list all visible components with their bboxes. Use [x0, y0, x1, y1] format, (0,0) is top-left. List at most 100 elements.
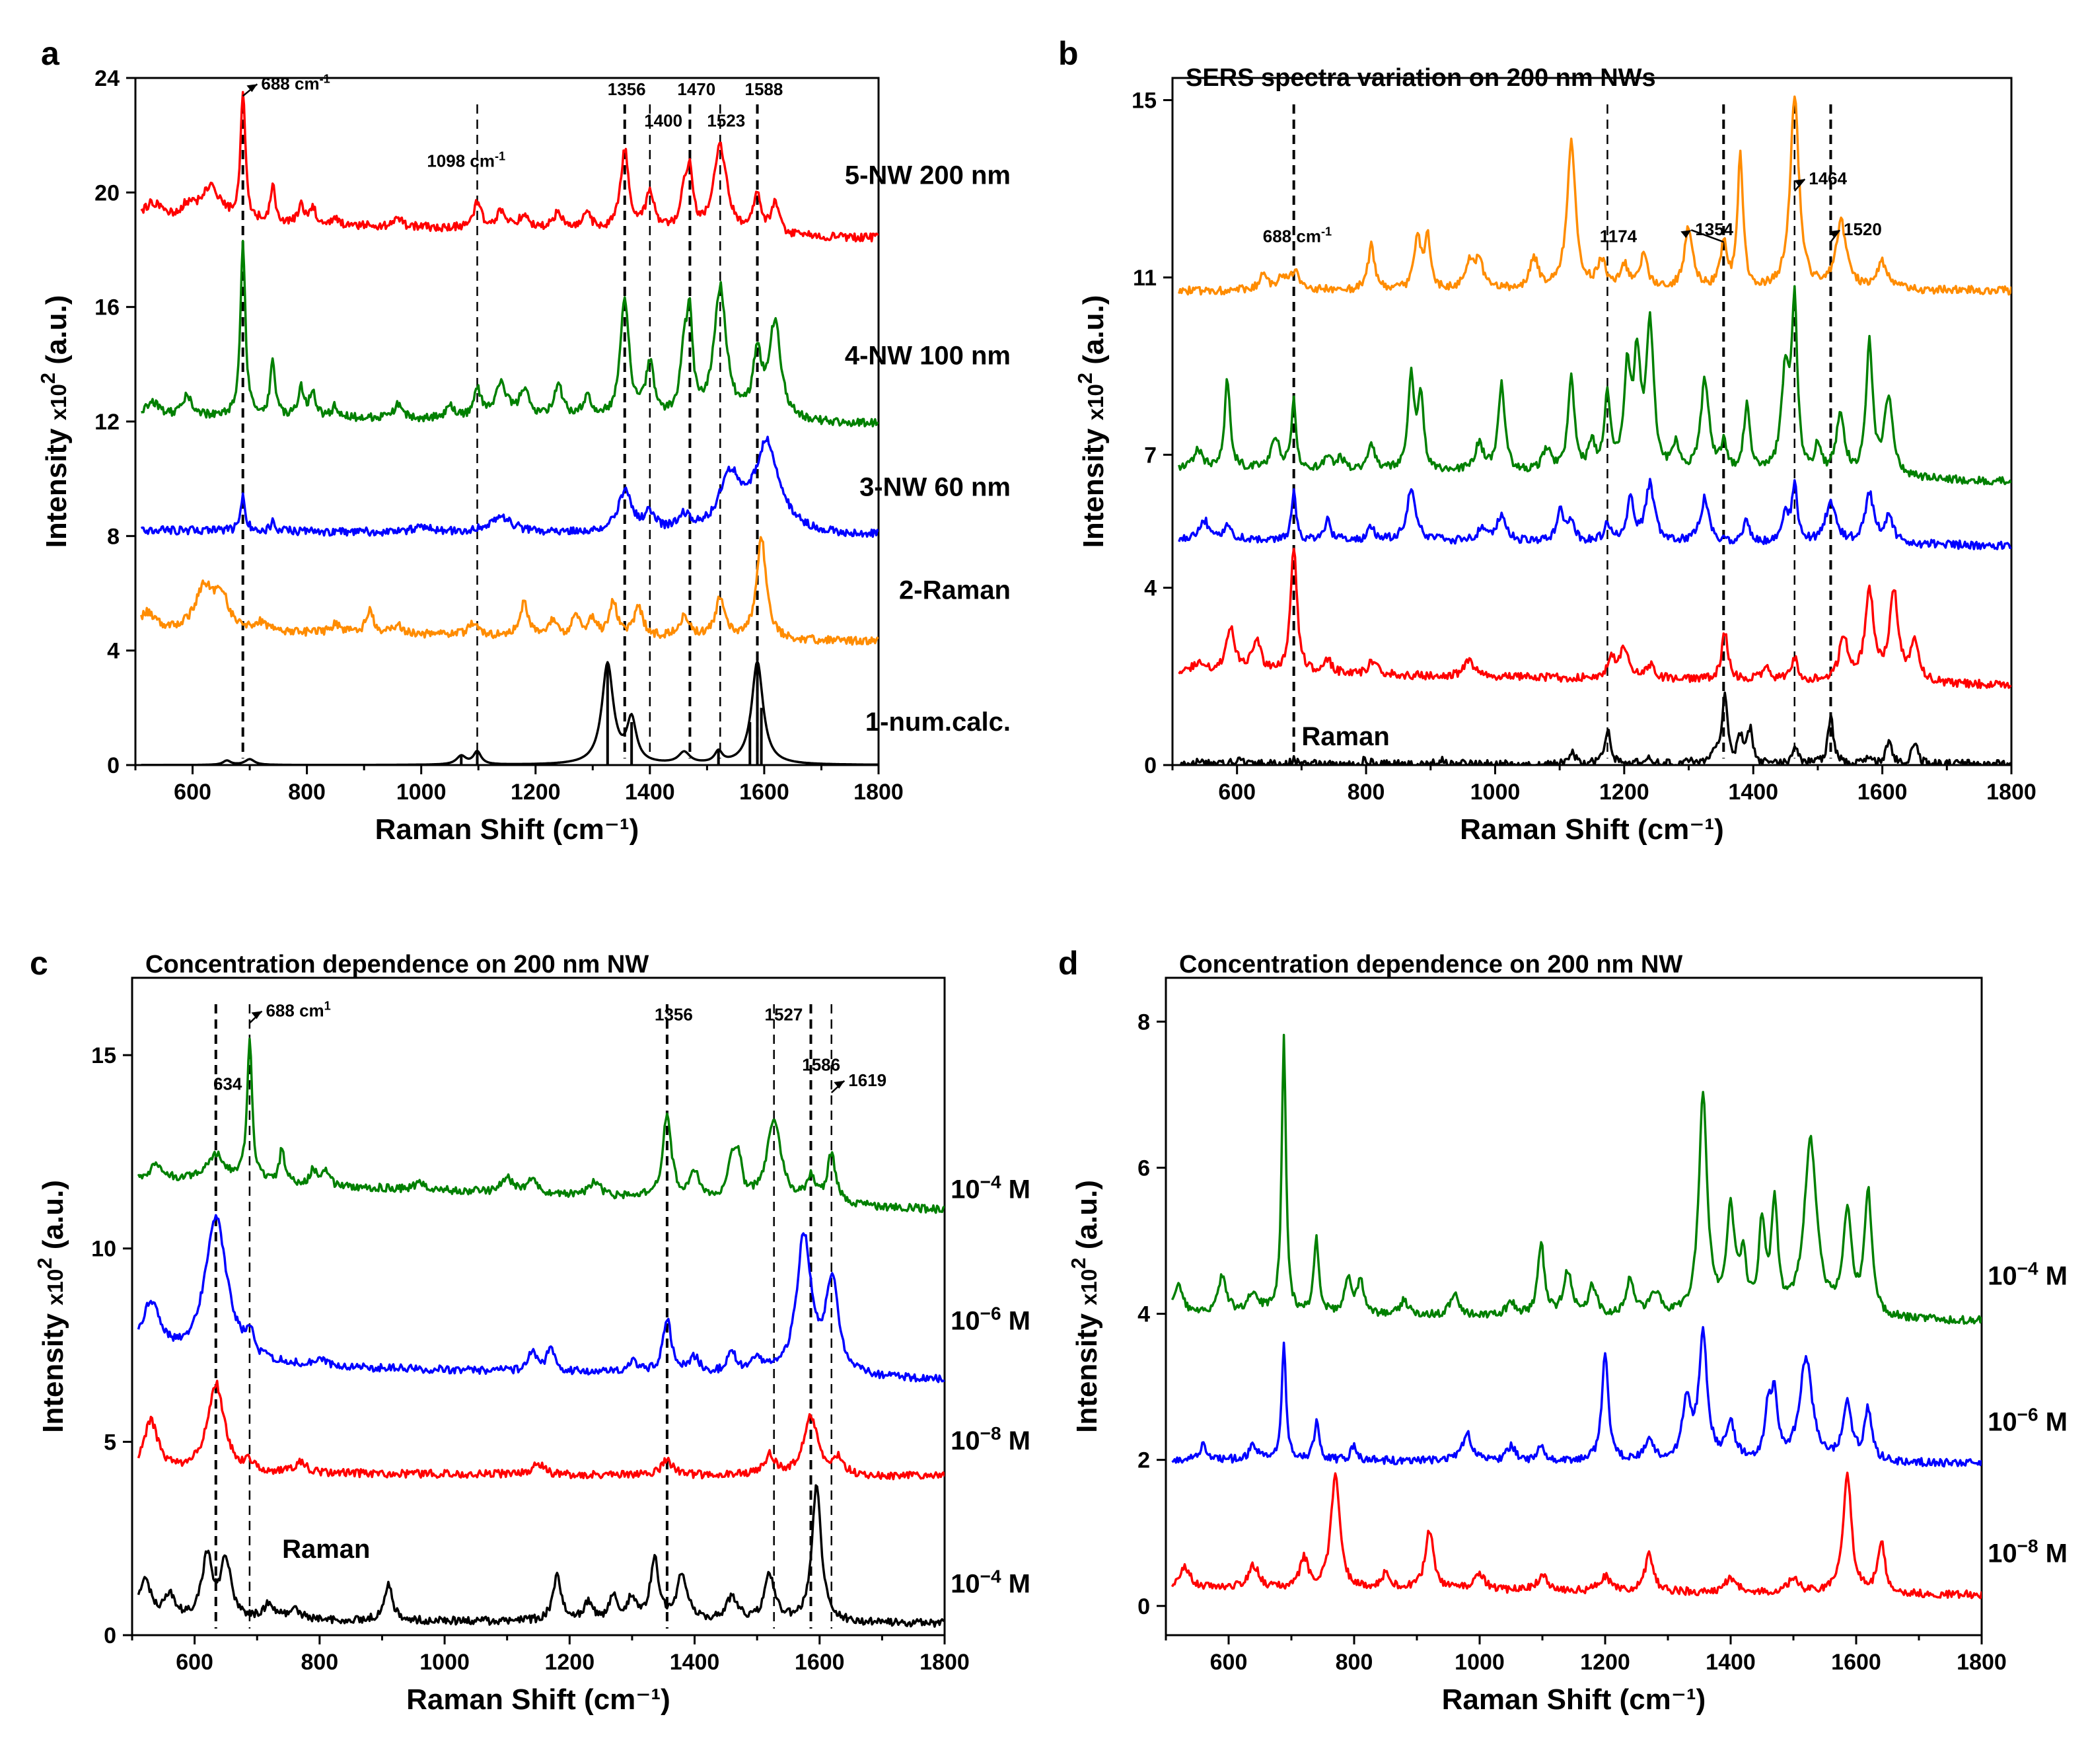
raman-label: Raman: [282, 1535, 370, 1564]
peak-annotation: 634: [213, 1074, 242, 1094]
series-label: 4-NW 100 nm: [845, 341, 1011, 370]
x-tick-label: 1200: [544, 1650, 595, 1675]
x-tick-label: 1800: [1957, 1650, 2007, 1675]
y-tick-label: 15: [1132, 89, 1157, 114]
y-tick-label: 5: [104, 1430, 116, 1455]
peak-annotation: 1356: [655, 1004, 693, 1024]
peak-annotation: 688 cm1: [266, 1000, 330, 1021]
chart-panel-c: c Concentration dependence on 200 nm NW 60…: [30, 945, 1030, 1716]
x-axis-title: Raman Shift (cm⁻¹): [406, 1683, 670, 1716]
x-tick-label: 600: [1210, 1650, 1248, 1675]
spectrum-line: [1171, 1326, 1982, 1468]
spectrum-line: [141, 660, 879, 765]
series-label: 10−8 M: [951, 1423, 1030, 1456]
x-tick-label: 1600: [739, 780, 789, 805]
spectrum-line: [140, 536, 879, 646]
x-tick-label: 800: [301, 1650, 338, 1675]
y-tick-label: 2: [1137, 1448, 1150, 1473]
x-tick-label: 1000: [396, 780, 447, 805]
x-tick-label: 1600: [795, 1650, 845, 1675]
x-tick-label: 1200: [1599, 780, 1649, 805]
x-tick-label: 1200: [511, 780, 561, 805]
y-tick-label: 0: [1144, 753, 1157, 778]
annotation-arrowhead: [1829, 230, 1840, 239]
y-tick-label: 15: [91, 1043, 116, 1068]
series-label: 1-num.calc.: [865, 708, 1011, 737]
spectrum-line: [137, 1484, 945, 1628]
peak-annotation: 1527: [765, 1004, 803, 1024]
annotation-arrowhead: [251, 1011, 262, 1019]
x-tick-label: 1000: [419, 1650, 470, 1675]
y-tick-label: 10: [91, 1237, 116, 1262]
series-label: 10−8 M: [1988, 1535, 2068, 1568]
y-tick-label: 16: [94, 295, 120, 320]
spectrum-line: [1178, 285, 2011, 486]
x-tick-label: 800: [1348, 780, 1385, 805]
peak-annotation: 1470: [677, 79, 715, 99]
y-tick-label: 12: [94, 410, 120, 435]
x-tick-label: 1000: [1455, 1650, 1505, 1675]
series-label: 10−4 M: [1988, 1258, 2068, 1291]
spectrum-line: [137, 1037, 945, 1214]
annotation-arrowhead: [246, 84, 258, 92]
y-tick-label: 6: [1137, 1156, 1150, 1181]
chart-panel-d: d Concentration dependence on 200 nm NW60…: [1058, 945, 2068, 1716]
annotation-arrowhead: [834, 1080, 845, 1089]
spectrum-line: [137, 1214, 945, 1383]
series-label: 2-Raman: [899, 576, 1011, 605]
peak-annotation: 1098 cm-1: [427, 149, 505, 170]
x-tick-label: 1400: [1706, 1650, 1756, 1675]
x-tick-label: 1200: [1580, 1650, 1630, 1675]
spectrum-line: [140, 91, 879, 242]
x-tick-label: 600: [176, 1650, 213, 1675]
peak-annotation: 1174: [1600, 226, 1638, 246]
panel-title-d: Concentration dependence on 200 nm NW: [1179, 951, 1682, 978]
x-tick-label: 1600: [1831, 1650, 1881, 1675]
x-tick-label: 1600: [1857, 780, 1908, 805]
x-tick-label: 1400: [1728, 780, 1778, 805]
peak-annotation: 688 cm-1: [261, 72, 330, 93]
spectrum-line: [140, 435, 879, 538]
peak-annotation: 1400: [644, 111, 682, 131]
y-axis-title: Intensity x102 (a.u.): [1067, 1180, 1104, 1433]
x-axis-title: Raman Shift (cm⁻¹): [1460, 813, 1724, 846]
y-tick-label: 8: [1137, 1010, 1150, 1035]
y-tick-label: 7: [1144, 443, 1157, 468]
panel-letter-a: a: [41, 35, 60, 72]
y-tick-label: 8: [107, 524, 120, 549]
peak-annotation: 1464: [1809, 168, 1847, 188]
y-tick-label: 0: [107, 753, 120, 778]
x-tick-label: 1800: [853, 780, 904, 805]
y-tick-label: 0: [1137, 1594, 1150, 1619]
y-axis-title: Intensity x102 (a.u.): [36, 295, 73, 548]
annotation-arrow: [1690, 229, 1724, 243]
y-tick-label: 0: [104, 1623, 116, 1648]
y-tick-label: 11: [1133, 266, 1157, 291]
y-axis-title: Intensity x102 (a.u.): [33, 1180, 70, 1433]
spectrum-line: [1178, 95, 2011, 296]
peak-annotation: 1354: [1695, 219, 1733, 239]
x-tick-label: 1800: [1986, 780, 2036, 805]
x-axis-title: Raman Shift (cm⁻¹): [1442, 1683, 1706, 1716]
series-label: 10−4 M: [951, 1171, 1030, 1204]
x-axis-title: Raman Shift (cm⁻¹): [375, 813, 639, 846]
annotation-arrowhead: [1794, 179, 1805, 188]
panel-letter-b: b: [1058, 35, 1079, 72]
y-tick-label: 20: [94, 180, 120, 205]
panel-letter-d: d: [1058, 945, 1079, 982]
x-tick-label: 600: [174, 780, 211, 805]
spectrum-line: [141, 239, 879, 427]
series-label: 3-NW 60 nm: [859, 473, 1011, 502]
chart-panel-a: a 600 800 1000 1200 1400 1600 1800 0 4 8 12 16 20 24 Ra…: [36, 35, 1011, 846]
panel-letter-c: c: [30, 945, 48, 982]
spectrum-line: [1179, 691, 2011, 765]
x-tick-label: 1400: [625, 780, 675, 805]
peak-annotation: 1523: [707, 111, 745, 131]
plot-frame: [1171, 77, 2013, 766]
series-label: Raman: [1301, 722, 1389, 751]
peak-annotation: 1619: [848, 1070, 886, 1090]
y-axis-title: Intensity x102 (a.u.): [1073, 295, 1110, 548]
y-tick-label: 4: [107, 639, 120, 664]
